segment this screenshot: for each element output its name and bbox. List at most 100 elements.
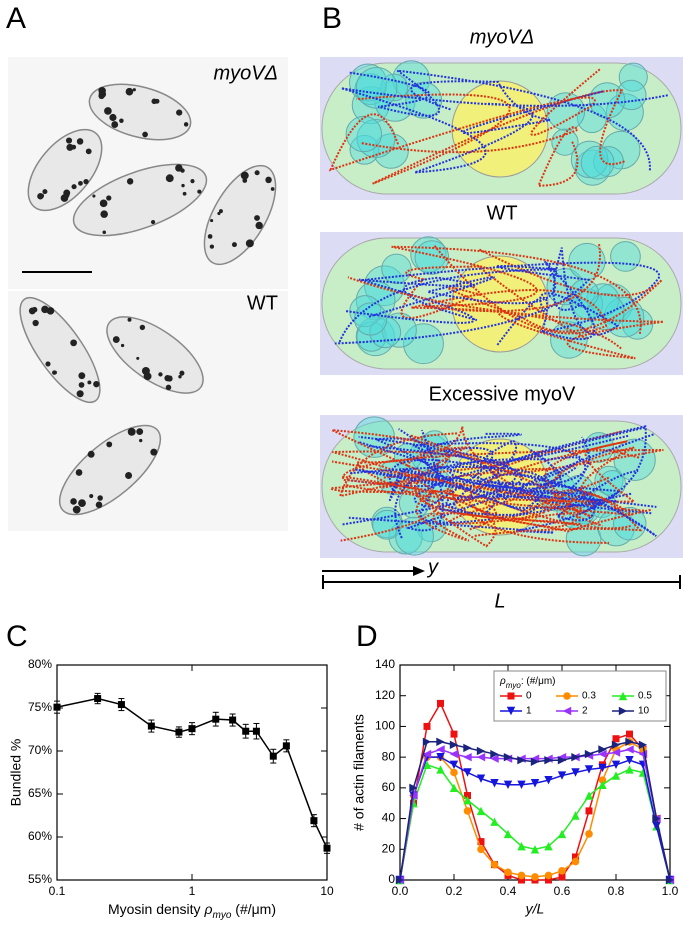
dot <box>178 375 182 379</box>
sim-label: myoVΔ <box>470 26 535 48</box>
marker <box>463 743 472 753</box>
marker <box>175 728 183 736</box>
marker <box>464 792 471 800</box>
legend-label: 1 <box>526 706 532 717</box>
dot <box>165 384 172 391</box>
cell <box>106 316 204 394</box>
dot <box>136 428 144 436</box>
dot <box>207 234 213 239</box>
dot <box>97 495 103 501</box>
dot <box>92 194 96 198</box>
filament <box>347 276 664 360</box>
organelle <box>372 509 403 540</box>
marker <box>310 817 318 825</box>
marker <box>517 756 526 765</box>
marker <box>437 699 444 707</box>
x-axis-label-part: myo <box>212 910 231 921</box>
marker <box>94 695 102 703</box>
marker <box>625 756 634 765</box>
marker <box>323 844 331 852</box>
marker <box>598 745 607 754</box>
dot <box>119 118 124 124</box>
dot <box>209 244 215 249</box>
x-axis-label-part: (#/μm) <box>231 901 276 917</box>
sim-label: Excessive myoV <box>429 383 576 405</box>
legend-title-part: myo <box>506 681 522 690</box>
marker <box>598 776 607 784</box>
marker <box>517 871 526 880</box>
dot <box>95 501 103 509</box>
marker <box>490 754 499 763</box>
arrow-head <box>413 566 425 576</box>
dot <box>182 191 187 196</box>
dot <box>102 230 107 235</box>
filament <box>358 433 654 518</box>
marker <box>252 727 260 735</box>
dot <box>240 171 249 180</box>
dot <box>242 178 248 183</box>
marker <box>611 771 621 780</box>
marker <box>598 763 607 773</box>
organelle <box>616 79 647 111</box>
x-axis-label-part: Myosin density <box>108 901 204 917</box>
dot <box>100 210 108 218</box>
dot <box>218 209 223 214</box>
x-axis-label: y/L <box>525 901 545 917</box>
x-tick-label: 0.8 <box>608 884 625 898</box>
dot <box>231 242 237 248</box>
filament <box>388 436 591 502</box>
dot <box>52 370 57 375</box>
dot <box>71 184 77 190</box>
filament <box>439 473 657 537</box>
y-tick-label: 65% <box>28 786 52 800</box>
dot <box>120 343 125 348</box>
marker <box>517 780 526 789</box>
dot <box>89 493 94 499</box>
y-tick-label: 75% <box>28 700 52 714</box>
y-tick-label: 55% <box>28 872 52 886</box>
dot <box>42 189 48 195</box>
filament <box>352 466 652 515</box>
dot <box>65 137 73 144</box>
filament <box>394 429 581 539</box>
marker <box>625 745 634 754</box>
x-tick-label: 0.2 <box>446 884 463 898</box>
dot <box>85 148 92 155</box>
dot <box>78 372 86 380</box>
marker <box>436 765 445 774</box>
dot <box>45 361 51 367</box>
y-tick-label: 20 <box>382 841 396 855</box>
dot <box>72 505 81 514</box>
organelle <box>354 302 388 336</box>
marker <box>188 725 196 733</box>
filament <box>328 67 602 172</box>
marker <box>422 749 432 759</box>
sim-label: WT <box>486 202 517 224</box>
marker <box>652 822 661 831</box>
marker <box>242 727 250 735</box>
marker <box>571 857 580 866</box>
dot <box>270 187 275 191</box>
cell <box>58 424 162 516</box>
marker <box>611 760 621 770</box>
marker <box>450 768 458 777</box>
dot <box>210 218 214 223</box>
filament <box>368 260 596 341</box>
marker <box>557 771 567 780</box>
dot <box>106 195 112 201</box>
y-tick-label: 40 <box>382 811 396 825</box>
marker <box>117 701 125 709</box>
y-axis-label: Bundled % <box>8 739 24 807</box>
dot <box>37 193 44 200</box>
legend-box <box>493 670 667 722</box>
marker <box>477 838 485 846</box>
dot <box>197 189 202 194</box>
organelle <box>403 323 444 365</box>
organelle <box>381 253 412 284</box>
filament <box>348 432 547 513</box>
marker <box>585 807 593 815</box>
x-tick-label: 1 <box>189 884 196 898</box>
marker <box>665 875 675 885</box>
legend-marker <box>618 706 628 716</box>
y-tick-label: 60% <box>28 829 52 843</box>
